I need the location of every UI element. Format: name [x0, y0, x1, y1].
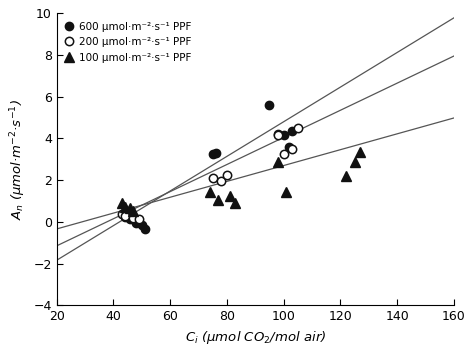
Legend: 600 μmol·m⁻²·s⁻¹ PPF, 200 μmol·m⁻²·s⁻¹ PPF, 100 μmol·m⁻²·s⁻¹ PPF: 600 μmol·m⁻²·s⁻¹ PPF, 200 μmol·m⁻²·s⁻¹ P…: [62, 18, 194, 66]
200 μmol·m⁻²·s⁻¹ PPF: [122, 213, 128, 218]
600 μmol·m⁻²·s⁻¹ PPF: [128, 217, 133, 221]
X-axis label: $\mathit{C_i}$ ($\mu$mol CO$_2$/mol air): $\mathit{C_i}$ ($\mu$mol CO$_2$/mol air): [184, 329, 326, 346]
Y-axis label: $\mathit{A_n}$ ($\mu$mol·m$^{-2}$·s$^{-1}$): $\mathit{A_n}$ ($\mu$mol·m$^{-2}$·s$^{-1…: [9, 99, 28, 220]
200 μmol·m⁻²·s⁻¹ PPF: [289, 147, 295, 151]
600 μmol·m⁻²·s⁻¹ PPF: [139, 223, 145, 227]
100 μmol·m⁻²·s⁻¹ PPF: [122, 205, 128, 209]
100 μmol·m⁻²·s⁻¹ PPF: [128, 206, 133, 210]
100 μmol·m⁻²·s⁻¹ PPF: [119, 201, 125, 205]
200 μmol·m⁻²·s⁻¹ PPF: [130, 216, 136, 220]
Line: 200 μmol·m⁻²·s⁻¹ PPF: 200 μmol·m⁻²·s⁻¹ PPF: [118, 124, 302, 223]
600 μmol·m⁻²·s⁻¹ PPF: [275, 132, 281, 136]
200 μmol·m⁻²·s⁻¹ PPF: [119, 211, 125, 216]
200 μmol·m⁻²·s⁻¹ PPF: [219, 179, 224, 183]
200 μmol·m⁻²·s⁻¹ PPF: [136, 217, 142, 221]
600 μmol·m⁻²·s⁻¹ PPF: [122, 215, 128, 219]
100 μmol·m⁻²·s⁻¹ PPF: [216, 198, 221, 202]
600 μmol·m⁻²·s⁻¹ PPF: [281, 133, 286, 137]
Line: 100 μmol·m⁻²·s⁻¹ PPF: 100 μmol·m⁻²·s⁻¹ PPF: [118, 148, 365, 216]
600 μmol·m⁻²·s⁻¹ PPF: [286, 145, 292, 149]
200 μmol·m⁻²·s⁻¹ PPF: [210, 176, 216, 180]
100 μmol·m⁻²·s⁻¹ PPF: [227, 194, 233, 198]
100 μmol·m⁻²·s⁻¹ PPF: [357, 150, 363, 154]
200 μmol·m⁻²·s⁻¹ PPF: [224, 173, 230, 177]
100 μmol·m⁻²·s⁻¹ PPF: [352, 160, 357, 165]
600 μmol·m⁻²·s⁻¹ PPF: [266, 103, 272, 107]
100 μmol·m⁻²·s⁻¹ PPF: [275, 160, 281, 165]
200 μmol·m⁻²·s⁻¹ PPF: [281, 152, 286, 156]
600 μmol·m⁻²·s⁻¹ PPF: [133, 221, 139, 225]
100 μmol·m⁻²·s⁻¹ PPF: [343, 174, 349, 178]
600 μmol·m⁻²·s⁻¹ PPF: [213, 151, 219, 155]
100 μmol·m⁻²·s⁻¹ PPF: [207, 189, 213, 194]
100 μmol·m⁻²·s⁻¹ PPF: [130, 209, 136, 213]
100 μmol·m⁻²·s⁻¹ PPF: [283, 189, 289, 194]
600 μmol·m⁻²·s⁻¹ PPF: [210, 152, 216, 156]
100 μmol·m⁻²·s⁻¹ PPF: [233, 201, 238, 205]
200 μmol·m⁻²·s⁻¹ PPF: [275, 133, 281, 137]
Line: 600 μmol·m⁻²·s⁻¹ PPF: 600 μmol·m⁻²·s⁻¹ PPF: [120, 101, 296, 233]
600 μmol·m⁻²·s⁻¹ PPF: [289, 129, 295, 133]
200 μmol·m⁻²·s⁻¹ PPF: [295, 126, 301, 130]
600 μmol·m⁻²·s⁻¹ PPF: [142, 227, 147, 231]
